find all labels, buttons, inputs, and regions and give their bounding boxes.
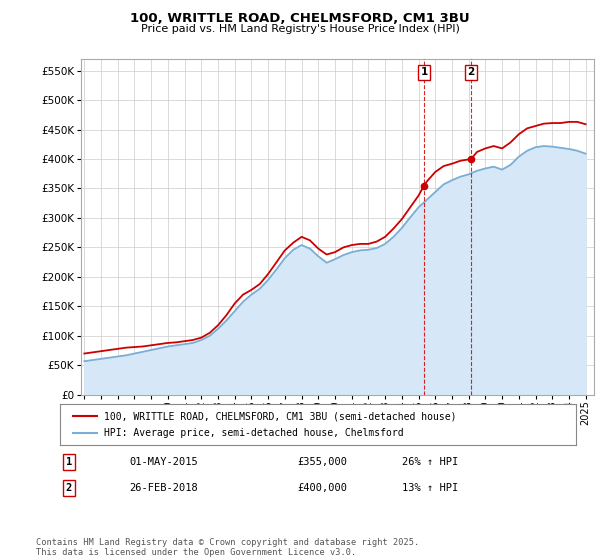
- Text: HPI: Average price, semi-detached house, Chelmsford: HPI: Average price, semi-detached house,…: [104, 428, 403, 438]
- Text: 100, WRITTLE ROAD, CHELMSFORD, CM1 3BU: 100, WRITTLE ROAD, CHELMSFORD, CM1 3BU: [130, 12, 470, 25]
- Text: £400,000: £400,000: [297, 483, 347, 493]
- Text: 1: 1: [66, 457, 72, 467]
- Text: 01-MAY-2015: 01-MAY-2015: [129, 457, 198, 467]
- Text: 26% ↑ HPI: 26% ↑ HPI: [402, 457, 458, 467]
- Text: 2: 2: [467, 67, 475, 77]
- Text: £355,000: £355,000: [297, 457, 347, 467]
- Text: 13% ↑ HPI: 13% ↑ HPI: [402, 483, 458, 493]
- Text: 2: 2: [66, 483, 72, 493]
- Text: 100, WRITTLE ROAD, CHELMSFORD, CM1 3BU (semi-detached house): 100, WRITTLE ROAD, CHELMSFORD, CM1 3BU (…: [104, 411, 457, 421]
- Text: 26-FEB-2018: 26-FEB-2018: [129, 483, 198, 493]
- Text: 1: 1: [421, 67, 428, 77]
- Text: Price paid vs. HM Land Registry's House Price Index (HPI): Price paid vs. HM Land Registry's House …: [140, 24, 460, 34]
- Text: Contains HM Land Registry data © Crown copyright and database right 2025.
This d: Contains HM Land Registry data © Crown c…: [36, 538, 419, 557]
